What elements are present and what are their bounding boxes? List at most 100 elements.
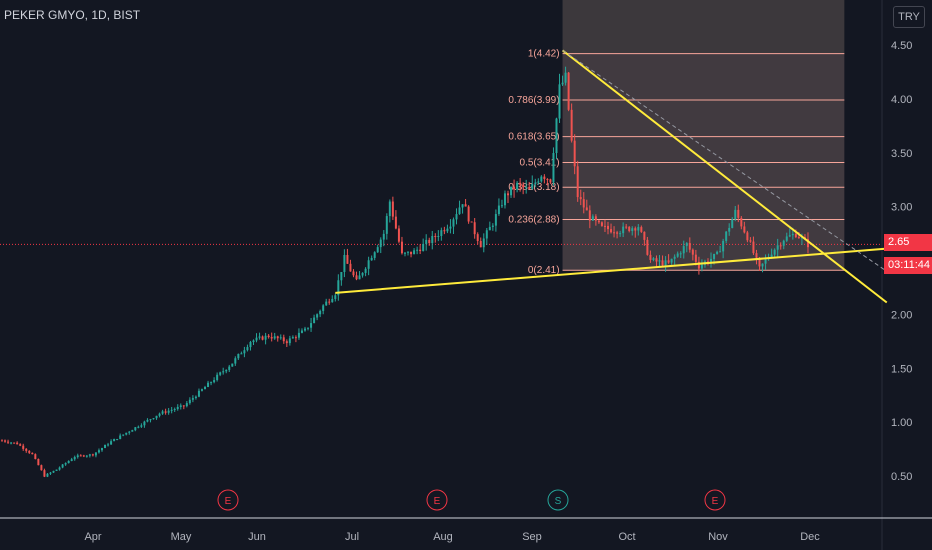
candle-body [522, 184, 525, 188]
y-axis-tick-label: 1.50 [891, 363, 912, 375]
candle-body [794, 233, 797, 238]
candle-body [607, 225, 609, 230]
candle-body [397, 228, 400, 242]
candle-body [19, 444, 22, 446]
candle-body [373, 252, 376, 258]
candle-body [13, 442, 16, 444]
candle-body [616, 232, 619, 234]
candles-group [1, 66, 809, 478]
candle-body [610, 229, 613, 233]
candle-body [737, 209, 740, 218]
event-marker-label: E [434, 496, 441, 507]
candle-body [76, 455, 79, 458]
candle-body [4, 440, 7, 442]
fib-level-label: 0.236(2.88) [508, 215, 559, 226]
candle-body [128, 431, 131, 433]
candle-body [291, 337, 294, 339]
candle-body [710, 258, 713, 263]
candle-body [343, 254, 346, 273]
candle-body [382, 233, 385, 240]
candle-body [385, 216, 388, 234]
candle-body [73, 457, 76, 460]
candle-body [297, 332, 300, 338]
y-axis-tick-label: 4.00 [891, 94, 912, 106]
candle-body [194, 396, 197, 399]
candle-body [349, 263, 352, 272]
candle-body [531, 183, 534, 189]
candle-body [210, 382, 213, 384]
candle-body [91, 454, 94, 456]
x-axis-tick-label: Jun [248, 531, 266, 543]
candle-body [31, 452, 34, 455]
candle-body [231, 363, 234, 367]
candle-body [791, 233, 794, 236]
x-axis-tick-label: Dec [800, 531, 820, 543]
candle-body [331, 298, 334, 303]
candle-body [673, 256, 676, 259]
candle-body [7, 441, 10, 443]
candle-body [46, 473, 49, 477]
candle-body [573, 140, 576, 167]
candle-body [764, 259, 767, 264]
candle-body [267, 335, 270, 338]
projection-trendline [562, 49, 888, 272]
y-axis-tick-label: 0.50 [891, 471, 912, 483]
candle-body [513, 186, 516, 190]
candle-body [79, 455, 82, 457]
candle-body [773, 249, 776, 255]
currency-button[interactable]: TRY [893, 6, 925, 28]
split-event-marker[interactable] [547, 489, 569, 511]
candle-body [700, 264, 703, 269]
candle-body [361, 272, 364, 276]
x-axis-tick-label: Sep [522, 531, 542, 543]
candle-body [600, 222, 603, 226]
candle-body [564, 72, 567, 83]
candle-body [219, 372, 222, 375]
candle-body [182, 405, 185, 407]
candle-body [346, 254, 349, 264]
candle-body [552, 153, 555, 183]
candle-body [519, 182, 522, 185]
candle-body [540, 176, 543, 182]
candle-body [497, 205, 500, 215]
y-axis-tick-label: 2.00 [891, 309, 912, 321]
candle-body [158, 413, 161, 416]
candle-body [40, 465, 43, 471]
earnings-event-marker[interactable] [426, 489, 448, 511]
candle-body [758, 257, 761, 267]
candle-body [649, 254, 652, 260]
candle-body [431, 235, 434, 244]
candle-body [225, 369, 228, 372]
candle-body [628, 226, 631, 232]
candle-body [555, 118, 558, 154]
candle-body [510, 186, 513, 196]
candle-body [676, 253, 679, 257]
candle-body [482, 238, 485, 248]
candle-body [549, 179, 552, 183]
candle-body [570, 109, 573, 141]
candle-body [537, 181, 540, 183]
earnings-event-marker[interactable] [217, 489, 239, 511]
candle-body [234, 358, 237, 364]
candle-body [403, 252, 406, 254]
candle-body [725, 231, 728, 241]
candle-body [779, 245, 782, 247]
candle-body [722, 240, 725, 252]
candle-body [52, 470, 55, 473]
candle-body [119, 435, 122, 439]
candle-body [640, 227, 643, 232]
candle-body [116, 438, 119, 440]
candle-body [258, 336, 261, 338]
candle-body [625, 226, 628, 228]
candle-body [197, 390, 200, 397]
candle-body [422, 243, 425, 251]
earnings-event-marker[interactable] [704, 489, 726, 511]
candle-body [261, 336, 264, 340]
candle-body [591, 216, 594, 221]
candle-body [749, 240, 752, 242]
candle-body [776, 245, 779, 250]
y-axis-tick-label: 3.00 [891, 202, 912, 214]
candle-body [313, 317, 316, 324]
candle-body [122, 434, 125, 436]
